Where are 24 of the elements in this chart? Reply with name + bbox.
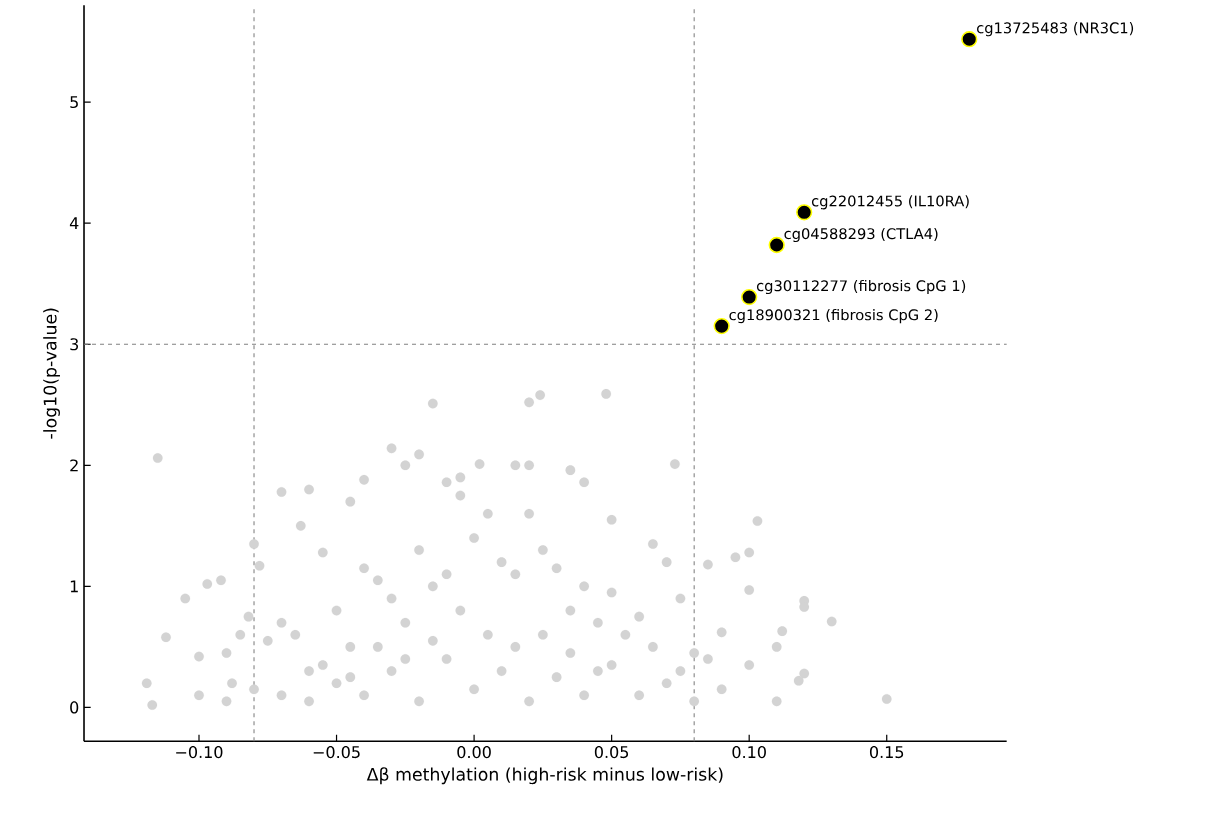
point (961, 31, 978, 48)
y-tick-label: 0 (70, 701, 79, 714)
y-tick-label: 3 (70, 338, 79, 351)
annotation: cg13725483 (NR3C1) (977, 22, 1134, 37)
x-tick-label: 0.05 (594, 746, 629, 759)
x-tick-label: −0.10 (176, 746, 223, 759)
point (768, 236, 785, 254)
annotation: cg30112277 (fibrosis CpG 1) (756, 279, 966, 295)
annotation: cg22012455 (IL10RA) (811, 195, 969, 210)
annotation: cg18900321 (fibrosis CpG 2) (729, 308, 938, 324)
x-axis-title: Δβ methylation (high-risk minus low-risk) (366, 767, 723, 785)
y-tick-label: 2 (70, 459, 78, 472)
y-tick-label: 1 (70, 580, 78, 593)
y-tick-label: 5 (70, 96, 78, 109)
x-tick-label: 0.10 (732, 746, 766, 759)
y-axis-title: -log10(p-value) (43, 308, 60, 439)
x-tick-label: 0.00 (457, 746, 491, 759)
annotation: cg04588293 (CTLA4) (784, 227, 938, 243)
x-tick-label: 0.15 (869, 746, 904, 759)
y-tick-label: 4 (69, 217, 79, 230)
point (796, 204, 813, 221)
point (713, 317, 730, 335)
point (741, 288, 758, 306)
x-tick-label: −0.05 (313, 746, 360, 759)
